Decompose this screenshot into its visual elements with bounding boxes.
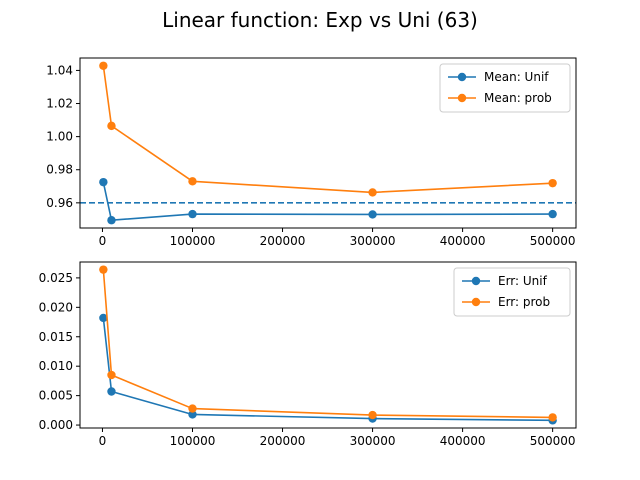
x-tick-label: 400000 bbox=[440, 434, 486, 448]
data-point-1-3 bbox=[368, 410, 377, 420]
y-tick-label: 0.020 bbox=[39, 300, 73, 314]
data-point-0-1 bbox=[107, 387, 116, 396]
x-tick-label: 0 bbox=[99, 234, 107, 248]
y-tick-label: 0.96 bbox=[46, 196, 73, 210]
data-point-1-4 bbox=[548, 413, 557, 422]
data-point-0-0 bbox=[99, 177, 108, 187]
y-tick-label: 0.010 bbox=[39, 359, 73, 373]
x-tick-label: 500000 bbox=[530, 234, 576, 248]
x-tick-label: 400000 bbox=[440, 234, 486, 248]
legend-swatch-marker bbox=[457, 93, 467, 103]
y-tick-label: 0.025 bbox=[39, 271, 73, 285]
y-tick-label: 1.00 bbox=[46, 130, 73, 144]
legend-swatch-marker bbox=[471, 276, 481, 286]
data-point-1-3 bbox=[368, 188, 377, 197]
legend-label: Mean: Unif bbox=[484, 70, 549, 84]
data-point-1-1 bbox=[107, 370, 116, 380]
legend-label: Err: prob bbox=[498, 295, 550, 309]
x-tick-label: 100000 bbox=[170, 234, 216, 248]
error-subplot: 0 100000 200000 300000 400000 500000 0.000 0.00… bbox=[39, 261, 577, 448]
mean-subplot: 0 100000 200000 300000 400000 500000 0.96 0.98 1… bbox=[46, 57, 577, 248]
y-tick-label: 0.015 bbox=[39, 330, 73, 344]
data-point-1-1 bbox=[107, 121, 116, 131]
x-tick-label: 0 bbox=[99, 434, 107, 448]
data-point-0-4 bbox=[548, 209, 557, 219]
legend: Err: Unif Err: prob bbox=[453, 267, 571, 317]
axes-frame bbox=[79, 261, 577, 429]
x-tick-label: 300000 bbox=[350, 434, 396, 448]
legend-swatch-marker bbox=[457, 72, 467, 82]
y-tick-label: 0.005 bbox=[39, 389, 73, 403]
data-point-1-2 bbox=[188, 404, 197, 413]
data-point-1-4 bbox=[548, 178, 557, 188]
y-tick-label: 0.98 bbox=[46, 163, 73, 177]
legend-box bbox=[439, 63, 571, 113]
legend-box bbox=[453, 267, 571, 317]
x-tick-label: 100000 bbox=[170, 434, 216, 448]
data-point-0-0 bbox=[99, 313, 108, 323]
y-tick-label: 1.04 bbox=[46, 63, 73, 77]
x-tick-label: 200000 bbox=[260, 234, 306, 248]
x-tick-label: 300000 bbox=[350, 234, 396, 248]
legend: Mean: Unif Mean: prob bbox=[439, 63, 571, 113]
data-point-1-0 bbox=[99, 265, 108, 274]
x-tick-label: 500000 bbox=[530, 434, 576, 448]
legend-swatch-marker bbox=[471, 297, 481, 307]
figure-title: Linear function: Exp vs Uni (63) bbox=[162, 8, 478, 32]
y-tick-label: 0.000 bbox=[39, 418, 73, 432]
legend-label: Err: Unif bbox=[498, 274, 548, 288]
data-point-1-0 bbox=[99, 61, 108, 70]
y-tick-label: 1.02 bbox=[46, 97, 73, 111]
data-point-0-3 bbox=[368, 210, 377, 219]
data-point-0-1 bbox=[107, 216, 116, 225]
data-point-0-2 bbox=[188, 410, 197, 419]
x-tick-label: 200000 bbox=[260, 434, 306, 448]
axes-frame bbox=[79, 57, 577, 229]
data-point-1-2 bbox=[188, 177, 197, 186]
data-point-0-2 bbox=[188, 209, 197, 219]
legend-label: Mean: prob bbox=[484, 91, 552, 105]
